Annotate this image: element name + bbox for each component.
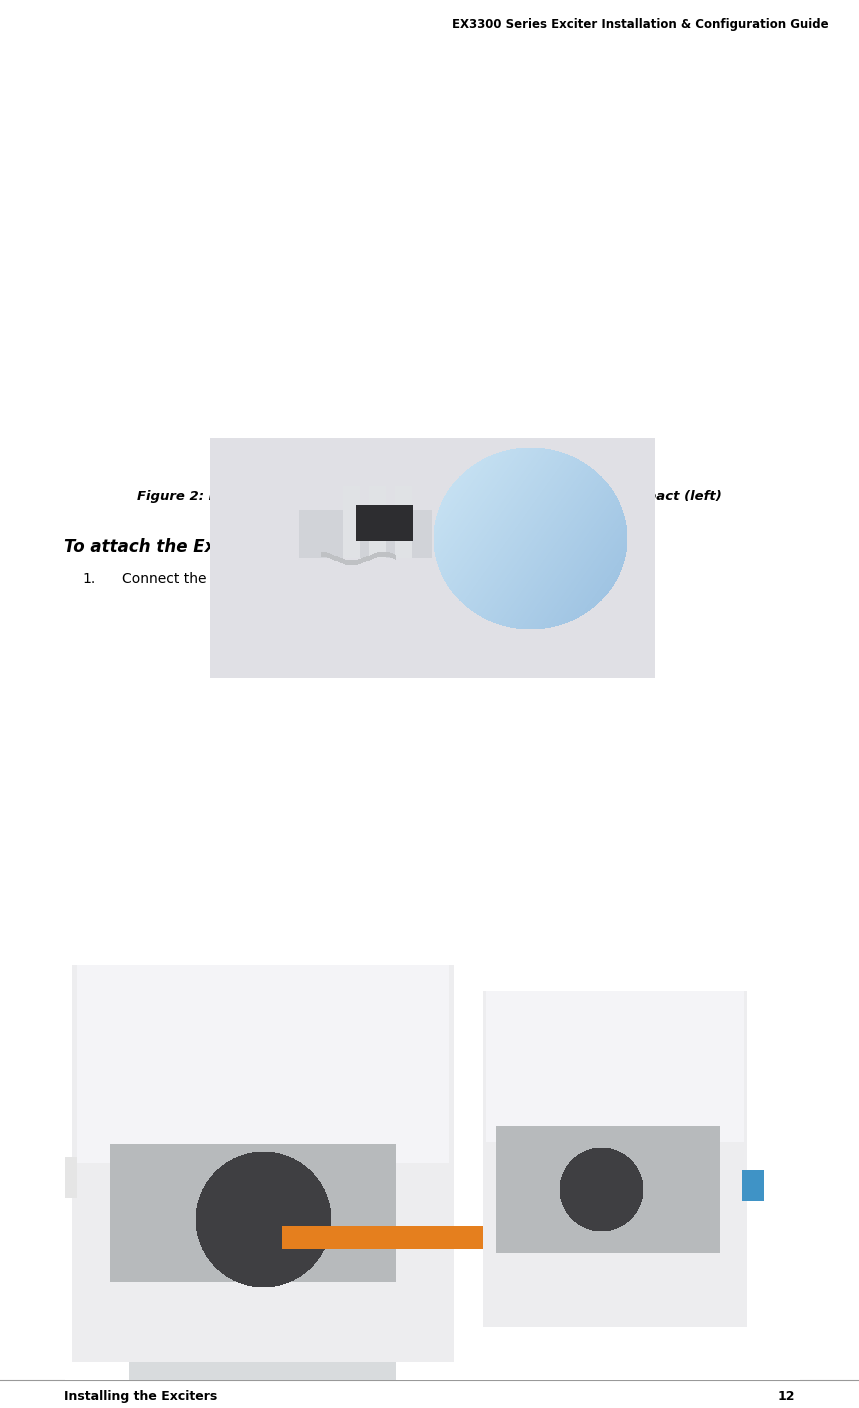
Text: Figure 2: Exciter placement in NEXA standard (right) and NEXA Compact (left): Figure 2: Exciter placement in NEXA stan… — [137, 490, 722, 503]
Text: Installing the Exciters: Installing the Exciters — [64, 1390, 217, 1402]
Text: 12: 12 — [777, 1390, 795, 1402]
Text: Remove the soap container if needed.: Remove the soap container if needed. — [123, 986, 387, 1000]
Text: 3.: 3. — [82, 1045, 95, 1059]
Text: dispenser. A protective rubber cover may need to be removed from this: dispenser. A protective rubber cover may… — [123, 1063, 622, 1077]
Text: 1.: 1. — [82, 572, 95, 586]
Text: EX3300 Series Exciter Installation & Configuration Guide: EX3300 Series Exciter Installation & Con… — [453, 18, 829, 31]
Text: To attach the Exciter Connector Cable:: To attach the Exciter Connector Cable: — [64, 538, 425, 556]
Text: Connect the black connector of the connector cable to the Exciter.: Connect the black connector of the conne… — [123, 572, 584, 586]
Text: socket before inserting the connector.: socket before inserting the connector. — [123, 1081, 386, 1095]
Text: 2.: 2. — [82, 986, 95, 1000]
Text: Insert the white connector into the socket provided on the front of the: Insert the white connector into the sock… — [123, 1045, 610, 1059]
